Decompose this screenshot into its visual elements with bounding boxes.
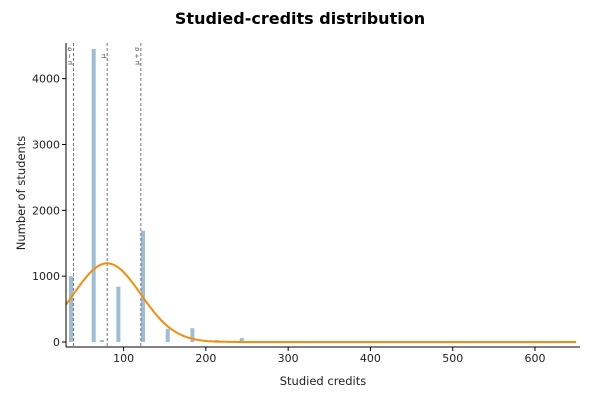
x-tick-label-0: 100 [113,352,134,365]
y-tick-label-4: 4000 [32,73,60,86]
bar-5 [165,328,170,342]
y-tick-label-3: 3000 [32,138,60,151]
curve-layer [65,262,577,343]
chart-title: Studied-credits distribution [174,9,426,28]
y-axis-label: Number of students [14,136,28,251]
bar-2 [99,340,104,342]
bar-8 [239,338,244,342]
reference-line-label-1: μ [99,54,107,58]
x-tick-label-3: 400 [360,352,381,365]
y-tick-label-1: 1000 [32,270,60,283]
reference-line-label-2: μ + σ [133,47,141,65]
x-tick-label-2: 300 [278,352,299,365]
bar-4 [141,230,146,342]
bar-3 [116,286,121,342]
y-tick-label-2: 2000 [32,204,60,217]
bar-6 [190,328,195,342]
bar-1 [91,49,96,343]
reference-lines-layer: μ − σ μ μ + σ [65,43,142,347]
x-tick-label-5: 600 [524,352,545,365]
y-tick-label-0: 0 [53,336,60,349]
density-curve [65,262,577,343]
x-axis-label: Studied credits [280,374,367,388]
reference-line-label-0: μ − σ [65,47,73,65]
axes-layer: 0 1000 2000 3000 4000 100 200 300 400 500 600 [32,43,580,365]
x-tick-label-1: 200 [195,352,216,365]
bars-layer [69,49,244,343]
bar-0 [69,276,73,342]
x-tick-label-4: 500 [442,352,463,365]
